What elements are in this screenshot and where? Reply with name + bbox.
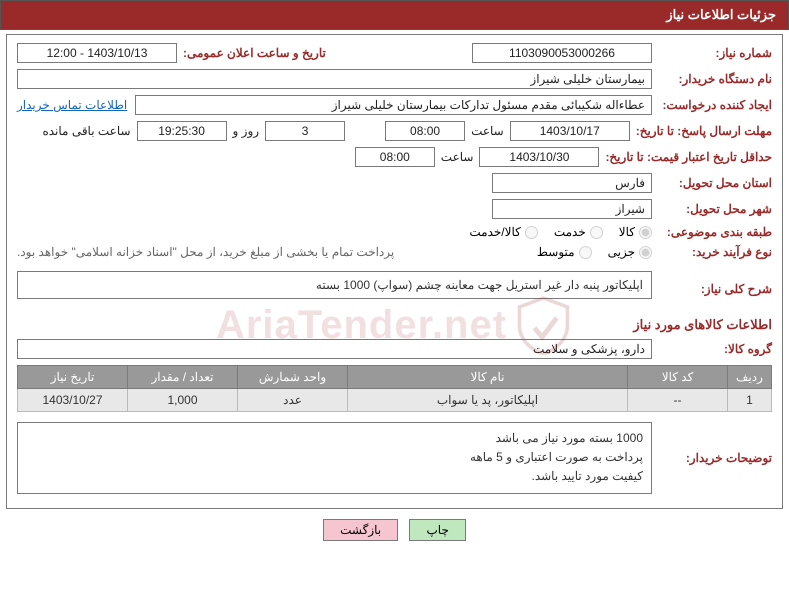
td-unit: عدد <box>238 389 348 412</box>
label-announce: تاریخ و ساعت اعلان عمومی: <box>177 46 326 60</box>
field-city: شیراز <box>492 199 652 219</box>
label-need-no: شماره نیاز: <box>652 46 772 60</box>
field-min-validity-date: 1403/10/30 <box>479 147 599 167</box>
field-need-desc: اپلیکاتور پنبه دار غیر استریل جهت معاینه… <box>17 271 652 299</box>
td-row: 1 <box>728 389 772 412</box>
label-creator: ایجاد کننده درخواست: <box>652 98 772 112</box>
label-reply-deadline: مهلت ارسال پاسخ: تا تاریخ: <box>630 124 772 138</box>
label-buyer-org: نام دستگاه خریدار: <box>652 72 772 86</box>
details-panel: AriaTender.net شماره نیاز: 1103090053000… <box>6 34 783 509</box>
radio-both-input[interactable] <box>525 226 538 239</box>
field-reply-date: 1403/10/17 <box>510 121 630 141</box>
category-radios: کالا خدمت کالا/خدمت <box>457 225 652 239</box>
field-province: فارس <box>492 173 652 193</box>
radio-goods[interactable]: کالا <box>619 225 652 239</box>
th-date: تاریخ نیاز <box>18 366 128 389</box>
field-announce: 1403/10/13 - 12:00 <box>17 43 177 63</box>
radio-medium[interactable]: متوسط <box>537 245 592 259</box>
field-goods-group: دارو، پزشکی و سلامت <box>17 339 652 359</box>
note-line: پرداخت به صورت اعتباری و 5 ماهه <box>26 448 643 467</box>
table-header-row: ردیف کد کالا نام کالا واحد شمارش تعداد /… <box>18 366 772 389</box>
radio-minor[interactable]: جزیی <box>608 245 652 259</box>
label-remaining: ساعت باقی مانده <box>36 124 136 138</box>
radio-service[interactable]: خدمت <box>554 225 603 239</box>
field-remain-time: 19:25:30 <box>137 121 227 141</box>
purchase-type-radios: جزیی متوسط <box>525 245 652 259</box>
label-category: طبقه بندی موضوعی: <box>652 225 772 239</box>
note-line: کیفیت مورد تایید باشد. <box>26 467 643 486</box>
payment-note: پرداخت تمام یا بخشی از مبلغ خرید، از محل… <box>17 245 394 259</box>
button-row: چاپ بازگشت <box>0 519 789 541</box>
th-unit: واحد شمارش <box>238 366 348 389</box>
th-row: ردیف <box>728 366 772 389</box>
label-min-validity: حداقل تاریخ اعتبار قیمت: تا تاریخ: <box>599 150 772 164</box>
td-qty: 1,000 <box>128 389 238 412</box>
td-date: 1403/10/27 <box>18 389 128 412</box>
field-min-validity-time: 08:00 <box>355 147 435 167</box>
buyer-contact-link[interactable]: اطلاعات تماس خریدار <box>17 98 127 112</box>
field-need-no: 1103090053000266 <box>472 43 652 63</box>
label-rooz: روز و <box>227 124 266 138</box>
field-creator: عطاءاله شکیبائی مقدم مسئول تدارکات بیمار… <box>135 95 652 115</box>
label-buyer-notes: توضیحات خریدار: <box>652 451 772 465</box>
field-reply-time: 08:00 <box>385 121 465 141</box>
back-button[interactable]: بازگشت <box>323 519 398 541</box>
field-days: 3 <box>265 121 345 141</box>
radio-minor-input[interactable] <box>639 246 652 259</box>
radio-both[interactable]: کالا/خدمت <box>469 225 537 239</box>
label-goods-group: گروه کالا: <box>652 342 772 356</box>
radio-goods-input[interactable] <box>639 226 652 239</box>
section-goods-info: اطلاعات کالاهای مورد نیاز <box>17 317 772 333</box>
print-button[interactable]: چاپ <box>409 519 465 541</box>
td-code: -- <box>628 389 728 412</box>
label-need-desc: شرح کلی نیاز: <box>652 282 772 296</box>
label-purchase-type: نوع فرآیند خرید: <box>652 245 772 259</box>
panel-header: جزئیات اطلاعات نیاز <box>0 0 789 30</box>
td-name: اپلیکاتور، پد یا سواب <box>348 389 628 412</box>
table-row: 1 -- اپلیکاتور، پد یا سواب عدد 1,000 140… <box>18 389 772 412</box>
label-saat1: ساعت <box>465 124 510 138</box>
radio-medium-input[interactable] <box>579 246 592 259</box>
label-city: شهر محل تحویل: <box>652 202 772 216</box>
field-buyer-org: بیمارستان خلیلی شیراز <box>17 69 652 89</box>
label-saat2: ساعت <box>435 150 480 164</box>
goods-table: ردیف کد کالا نام کالا واحد شمارش تعداد /… <box>17 365 772 412</box>
panel-title: جزئیات اطلاعات نیاز <box>666 7 776 22</box>
th-code: کد کالا <box>628 366 728 389</box>
note-line: 1000 بسته مورد نیاز می باشد <box>26 429 643 448</box>
buyer-notes-box: 1000 بسته مورد نیاز می باشد پرداخت به صو… <box>17 422 652 494</box>
label-province: استان محل تحویل: <box>652 176 772 190</box>
th-qty: تعداد / مقدار <box>128 366 238 389</box>
radio-service-input[interactable] <box>590 226 603 239</box>
th-name: نام کالا <box>348 366 628 389</box>
